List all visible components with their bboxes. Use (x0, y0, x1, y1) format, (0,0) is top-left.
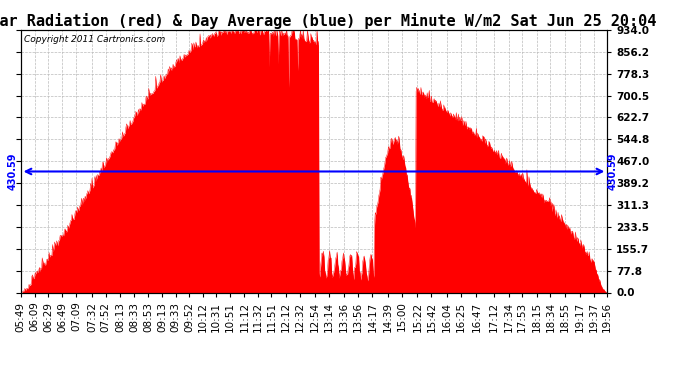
Text: 430.59: 430.59 (607, 153, 617, 190)
Text: 430.59: 430.59 (8, 153, 18, 190)
Title: Solar Radiation (red) & Day Average (blue) per Minute W/m2 Sat Jun 25 20:04: Solar Radiation (red) & Day Average (blu… (0, 13, 656, 29)
Text: Copyright 2011 Cartronics.com: Copyright 2011 Cartronics.com (23, 35, 165, 44)
